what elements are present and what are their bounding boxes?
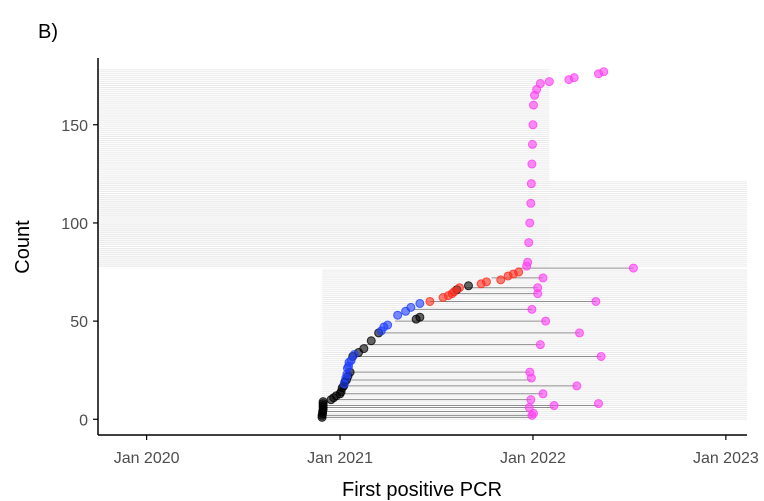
red-point — [496, 275, 506, 285]
magenta-point — [533, 283, 543, 293]
magenta-point — [528, 100, 538, 110]
y-tick-label: 0 — [79, 412, 88, 429]
gray-segments — [322, 267, 634, 418]
magenta-point — [526, 179, 536, 189]
black-point — [359, 344, 369, 354]
y-tick-label: 150 — [61, 118, 88, 135]
red-point — [454, 283, 464, 293]
blue-point — [383, 320, 393, 330]
magenta-point — [599, 67, 609, 77]
magenta-point — [525, 218, 535, 228]
red-point — [425, 296, 435, 306]
magenta-point — [535, 340, 545, 350]
black-point — [318, 397, 328, 407]
y-axis-title: Count — [12, 220, 34, 274]
magenta-point — [527, 159, 537, 169]
x-axis-title: First positive PCR — [342, 479, 502, 501]
y-ticks: 0 50 100 150 — [61, 118, 98, 429]
magenta-point — [541, 316, 551, 326]
magenta-point — [591, 296, 601, 306]
x-tick-label: Jan 2020 — [114, 450, 180, 467]
magenta-point — [523, 257, 533, 267]
magenta-point — [526, 395, 536, 405]
data-points — [317, 67, 638, 422]
magenta-point — [596, 351, 606, 361]
magenta-point — [593, 399, 603, 409]
blue-point — [406, 302, 416, 312]
magenta-point — [628, 263, 638, 273]
magenta-point — [544, 77, 554, 87]
magenta-point — [524, 238, 534, 248]
magenta-point — [549, 401, 559, 411]
axes — [97, 58, 747, 436]
magenta-point — [526, 198, 536, 208]
magenta-point — [572, 381, 582, 391]
x-tick-label: Jan 2021 — [307, 450, 373, 467]
black-point — [366, 336, 376, 346]
x-tick-label: Jan 2023 — [693, 450, 759, 467]
magenta-point — [525, 367, 535, 377]
blue-point — [415, 298, 425, 308]
magenta-point — [538, 273, 548, 283]
y-tick-label: 50 — [70, 314, 88, 331]
magenta-point — [569, 73, 579, 83]
x-ticks: Jan 2020 Jan 2021 Jan 2022 Jan 2023 — [114, 435, 759, 467]
y-tick-label: 100 — [61, 216, 88, 233]
red-point — [514, 267, 524, 277]
background-bands — [98, 69, 747, 420]
red-point — [481, 277, 491, 287]
black-point — [415, 312, 425, 322]
blue-point — [349, 349, 359, 359]
black-point — [463, 281, 473, 291]
magenta-point — [574, 328, 584, 338]
magenta-point — [524, 403, 534, 413]
blue-point — [393, 310, 403, 320]
magenta-point — [535, 79, 545, 89]
x-tick-label: Jan 2022 — [500, 450, 566, 467]
magenta-point — [538, 389, 548, 399]
panel-label: B) — [38, 21, 58, 43]
magenta-point — [527, 139, 537, 149]
magenta-point — [527, 304, 537, 314]
magenta-point — [528, 120, 538, 130]
